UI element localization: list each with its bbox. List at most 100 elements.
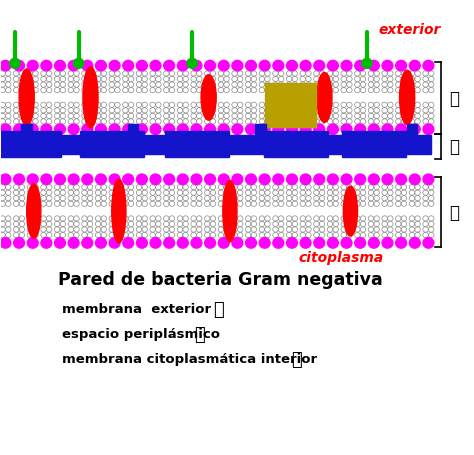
Circle shape	[410, 238, 420, 248]
Bar	[307, 106, 317, 117]
Circle shape	[41, 238, 52, 248]
Circle shape	[177, 175, 188, 185]
Text: ③: ③	[213, 300, 224, 318]
Text: ①: ①	[292, 350, 302, 368]
Circle shape	[300, 61, 311, 72]
Bar	[265, 118, 275, 128]
Ellipse shape	[400, 71, 415, 126]
Circle shape	[219, 175, 229, 185]
Circle shape	[68, 175, 79, 185]
Text: membrana citoplasmática interior: membrana citoplasmática interior	[62, 353, 317, 365]
Bar	[286, 84, 296, 94]
Circle shape	[219, 238, 229, 248]
Circle shape	[355, 175, 365, 185]
Circle shape	[368, 125, 379, 135]
Bar	[276, 84, 285, 94]
Circle shape	[205, 175, 216, 185]
Circle shape	[164, 125, 174, 135]
Circle shape	[82, 175, 93, 185]
Bar	[342, 131, 406, 158]
Circle shape	[82, 238, 93, 248]
Circle shape	[95, 175, 106, 185]
Circle shape	[328, 175, 338, 185]
Circle shape	[286, 61, 297, 72]
Circle shape	[368, 238, 379, 248]
Circle shape	[300, 175, 311, 185]
Circle shape	[82, 125, 93, 135]
Circle shape	[123, 238, 134, 248]
Circle shape	[341, 125, 352, 135]
Circle shape	[150, 238, 161, 248]
Circle shape	[232, 175, 243, 185]
Circle shape	[191, 61, 202, 72]
Circle shape	[27, 125, 38, 135]
Circle shape	[232, 61, 243, 72]
Circle shape	[410, 61, 420, 72]
Bar	[407, 125, 417, 135]
Text: ①: ①	[449, 204, 459, 221]
Circle shape	[273, 125, 284, 135]
Circle shape	[246, 61, 256, 72]
Bar	[297, 95, 306, 106]
Circle shape	[382, 175, 393, 185]
Circle shape	[191, 238, 202, 248]
Bar	[276, 118, 285, 128]
Circle shape	[328, 125, 338, 135]
Circle shape	[410, 175, 420, 185]
Circle shape	[259, 238, 270, 248]
Circle shape	[137, 238, 147, 248]
Circle shape	[423, 238, 434, 248]
Circle shape	[273, 238, 284, 248]
Circle shape	[9, 59, 20, 69]
Text: Pared de bacteria Gram negativa: Pared de bacteria Gram negativa	[58, 271, 383, 288]
Ellipse shape	[317, 73, 332, 123]
Bar	[307, 95, 317, 106]
Circle shape	[341, 238, 352, 248]
Circle shape	[219, 125, 229, 135]
Bar	[21, 125, 32, 135]
Circle shape	[68, 61, 79, 72]
Circle shape	[150, 175, 161, 185]
Circle shape	[0, 61, 11, 72]
Circle shape	[259, 125, 270, 135]
Text: espacio periplásmico: espacio periplásmico	[62, 328, 220, 341]
Circle shape	[246, 125, 256, 135]
Ellipse shape	[112, 180, 126, 243]
Bar	[265, 95, 275, 106]
Circle shape	[314, 61, 325, 72]
Circle shape	[396, 175, 407, 185]
Circle shape	[55, 238, 65, 248]
Text: ②: ②	[194, 325, 205, 343]
Circle shape	[328, 61, 338, 72]
Ellipse shape	[343, 187, 357, 237]
Circle shape	[109, 238, 120, 248]
Bar	[265, 84, 275, 94]
Circle shape	[0, 175, 11, 185]
Circle shape	[205, 125, 216, 135]
Circle shape	[123, 125, 134, 135]
Circle shape	[232, 238, 243, 248]
Circle shape	[410, 125, 420, 135]
Circle shape	[14, 238, 25, 248]
Circle shape	[14, 61, 25, 72]
Circle shape	[300, 238, 311, 248]
Circle shape	[95, 61, 106, 72]
Circle shape	[273, 175, 284, 185]
Circle shape	[191, 125, 202, 135]
Circle shape	[27, 61, 38, 72]
Bar	[128, 125, 138, 135]
Circle shape	[0, 238, 11, 248]
Circle shape	[41, 125, 52, 135]
Circle shape	[68, 238, 79, 248]
Bar	[286, 118, 296, 128]
Circle shape	[95, 238, 106, 248]
Circle shape	[164, 238, 174, 248]
Circle shape	[286, 238, 297, 248]
Circle shape	[246, 238, 256, 248]
Ellipse shape	[83, 68, 98, 129]
Circle shape	[150, 125, 161, 135]
Circle shape	[355, 238, 365, 248]
Circle shape	[191, 175, 202, 185]
Bar	[297, 118, 306, 128]
Bar	[5, 136, 431, 155]
